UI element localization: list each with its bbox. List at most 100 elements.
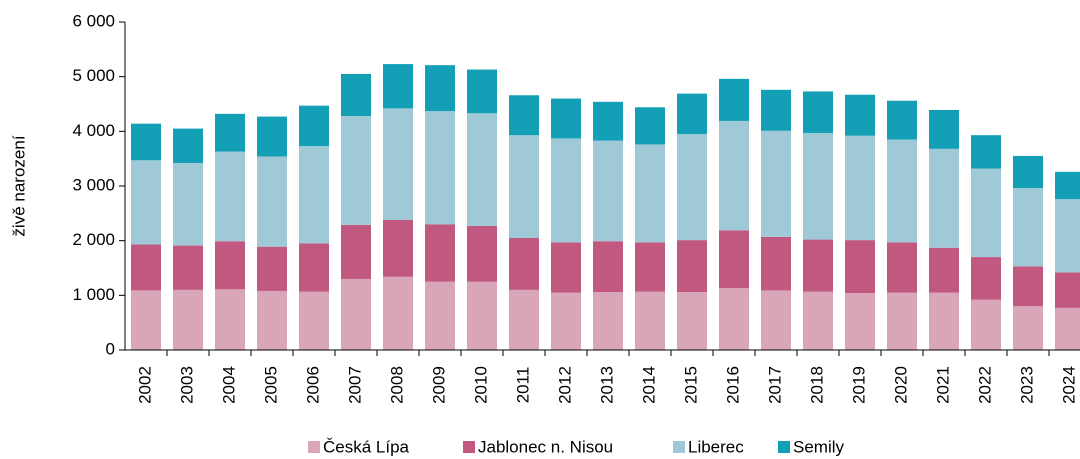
bar-segment bbox=[131, 244, 161, 291]
y-tick-label: 3 000 bbox=[72, 175, 115, 194]
bar-segment bbox=[173, 289, 203, 350]
bar-segment bbox=[341, 73, 371, 117]
x-tick-label: 2006 bbox=[303, 366, 322, 404]
bar-segment bbox=[803, 291, 833, 350]
bar-segment bbox=[929, 110, 959, 149]
bar-segment bbox=[257, 246, 287, 291]
x-tick-label: 2024 bbox=[1059, 366, 1078, 404]
bar-segment bbox=[341, 278, 371, 350]
y-tick-label: 6 000 bbox=[72, 11, 115, 30]
legend-swatch bbox=[778, 441, 790, 453]
x-tick-label: 2010 bbox=[471, 366, 490, 404]
bar-segment bbox=[173, 128, 203, 164]
x-tick-label: 2011 bbox=[513, 367, 532, 404]
bar-segment bbox=[677, 93, 707, 135]
bar-segment bbox=[509, 237, 539, 290]
bar-segment bbox=[467, 281, 497, 350]
bar-segment bbox=[257, 156, 287, 247]
bar-segment bbox=[635, 107, 665, 145]
bar-segment bbox=[467, 113, 497, 226]
y-axis-label: živě narození bbox=[9, 135, 28, 236]
y-tick-label: 2 000 bbox=[72, 230, 115, 249]
bar-segment bbox=[887, 100, 917, 140]
x-tick-label: 2016 bbox=[723, 366, 742, 404]
y-tick-label: 5 000 bbox=[72, 66, 115, 85]
bar-segment bbox=[383, 219, 413, 277]
bar-segment bbox=[341, 116, 371, 225]
x-tick-label: 2005 bbox=[261, 366, 280, 404]
legend-swatch bbox=[673, 441, 685, 453]
bar-segment bbox=[1055, 199, 1080, 273]
bar-segment bbox=[299, 243, 329, 292]
x-tick-label: 2021 bbox=[933, 366, 952, 404]
x-tick-label: 2004 bbox=[219, 366, 238, 404]
bar-segment bbox=[887, 139, 917, 243]
bar-segment bbox=[593, 140, 623, 242]
bar-segment bbox=[677, 292, 707, 350]
bar-segment bbox=[215, 113, 245, 152]
bar-segment bbox=[761, 89, 791, 131]
legend-label: Liberec bbox=[688, 437, 744, 456]
bar-segment bbox=[593, 292, 623, 350]
x-tick-label: 2019 bbox=[849, 366, 868, 404]
x-tick-label: 2014 bbox=[639, 366, 658, 404]
bar-segment bbox=[131, 123, 161, 161]
bar-segment bbox=[215, 289, 245, 350]
bar-segment bbox=[551, 292, 581, 350]
x-tick-label: 2023 bbox=[1017, 366, 1036, 404]
bar-segment bbox=[761, 290, 791, 350]
bar-segment bbox=[803, 132, 833, 240]
bar-segment bbox=[257, 116, 287, 157]
bar-segment bbox=[971, 299, 1001, 350]
bar-segment bbox=[425, 111, 455, 225]
x-tick-label: 2020 bbox=[891, 366, 910, 404]
bar-segment bbox=[845, 293, 875, 350]
bar-segment bbox=[173, 163, 203, 246]
x-tick-label: 2017 bbox=[765, 366, 784, 404]
bar-segment bbox=[383, 64, 413, 109]
bar-segment bbox=[1055, 171, 1080, 200]
x-tick-label: 2002 bbox=[135, 366, 154, 404]
bar-segment bbox=[257, 290, 287, 350]
bar-segment bbox=[1055, 272, 1080, 308]
bar-segment bbox=[299, 105, 329, 147]
bar-segment bbox=[467, 225, 497, 282]
bar-segment bbox=[215, 241, 245, 290]
bar-segment bbox=[1013, 188, 1043, 267]
bar-segment bbox=[845, 240, 875, 294]
bar-segment bbox=[929, 292, 959, 350]
bar-segment bbox=[719, 120, 749, 231]
bar-segment bbox=[341, 224, 371, 279]
legend-label: Semily bbox=[793, 437, 845, 456]
x-tick-label: 2007 bbox=[345, 366, 364, 404]
legend-swatch bbox=[308, 441, 320, 453]
legend-label: Česká Lípa bbox=[323, 437, 410, 456]
bar-segment bbox=[131, 160, 161, 245]
bar-segment bbox=[887, 292, 917, 350]
x-tick-label: 2015 bbox=[681, 366, 700, 404]
legend-swatch bbox=[463, 441, 475, 453]
bar-segment bbox=[509, 289, 539, 350]
bar-segment bbox=[971, 135, 1001, 169]
bar-segment bbox=[845, 94, 875, 136]
bar-segment bbox=[929, 247, 959, 293]
bar-segment bbox=[887, 242, 917, 293]
x-tick-label: 2012 bbox=[555, 366, 574, 404]
bar-segment bbox=[971, 257, 1001, 300]
x-tick-label: 2003 bbox=[177, 366, 196, 404]
bar-segment bbox=[803, 91, 833, 133]
x-tick-label: 2009 bbox=[429, 366, 448, 404]
bar-segment bbox=[1013, 155, 1043, 189]
bar-segment bbox=[719, 288, 749, 350]
bar-segment bbox=[929, 148, 959, 248]
bar-segment bbox=[173, 245, 203, 290]
bar-segment bbox=[845, 135, 875, 241]
bar-segment bbox=[509, 95, 539, 136]
bar-segment bbox=[719, 230, 749, 289]
bar-segment bbox=[971, 168, 1001, 258]
bar-segment bbox=[719, 78, 749, 121]
bar-segment bbox=[425, 224, 455, 282]
bar-segment bbox=[383, 108, 413, 220]
bar-segment bbox=[761, 236, 791, 291]
